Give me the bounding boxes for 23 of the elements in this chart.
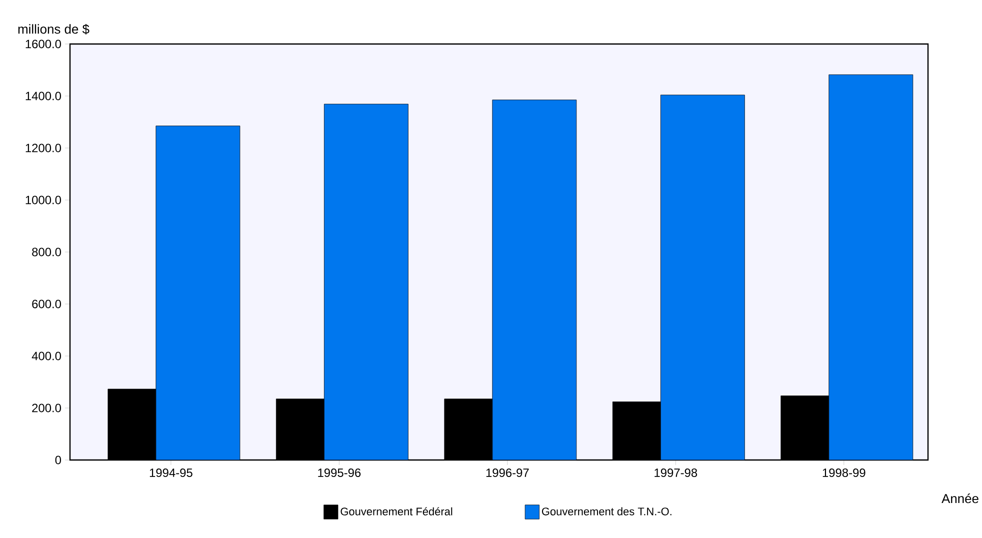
- legend-label: Gouvernement des T.N.-O.: [542, 507, 672, 516]
- bar: [156, 126, 240, 460]
- y-tick-label: 1600.0: [26, 40, 62, 48]
- y-tick-label: 800.0: [32, 248, 62, 256]
- x-tick-label: 1997-98: [654, 468, 698, 477]
- y-tick-label: 1400.0: [26, 92, 62, 100]
- x-axis-title: Année: [942, 494, 978, 504]
- y-axis-title: millions de $: [18, 24, 90, 34]
- x-tick-label: 1994-95: [150, 468, 192, 477]
- y-tick-label: 200.0: [32, 404, 62, 412]
- x-tick-label: 1995-96: [318, 468, 361, 477]
- bar: [492, 100, 577, 460]
- y-tick-label: 600.0: [32, 300, 62, 308]
- x-tick-label: 1996-97: [486, 468, 529, 477]
- bar: [324, 104, 408, 460]
- x-tick-label: 1998-99: [822, 468, 866, 477]
- y-tick-label: 1200.0: [26, 144, 62, 152]
- bar: [828, 74, 914, 460]
- bar: [660, 94, 745, 460]
- y-tick-label: 400.0: [32, 352, 62, 360]
- y-tick-label: 1000.0: [26, 196, 62, 204]
- y-tick-label: 0: [55, 456, 62, 464]
- legend-label: Gouvernement Fédéral: [340, 507, 452, 516]
